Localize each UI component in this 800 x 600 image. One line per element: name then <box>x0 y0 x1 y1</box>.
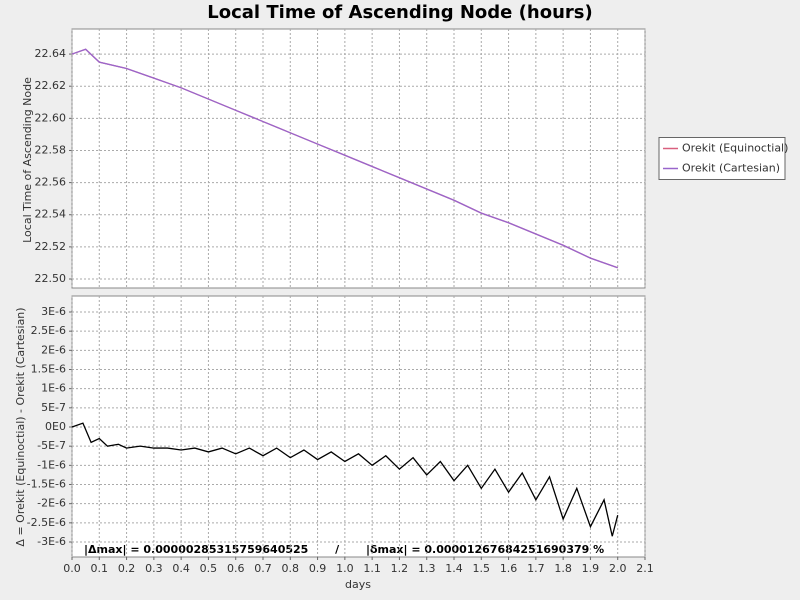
x-tick-label: 1.7 <box>527 562 545 575</box>
x-axis-label: days <box>345 578 371 591</box>
x-tick-label: 0.2 <box>118 562 136 575</box>
x-tick-label: 2.1 <box>636 562 654 575</box>
x-tick-label: 1.9 <box>582 562 600 575</box>
x-tick-label: 1.4 <box>445 562 463 575</box>
y-tick-label: 3E-6 <box>41 305 66 318</box>
x-tick-label: 0.3 <box>145 562 163 575</box>
y-tick-label: 2E-6 <box>41 343 66 356</box>
x-tick-label: 1.0 <box>336 562 354 575</box>
y-tick-label: 5E-7 <box>41 401 66 414</box>
x-tick-label: 1.6 <box>500 562 518 575</box>
legend-box <box>658 137 786 180</box>
y-tick-label: 22.64 <box>35 47 67 60</box>
x-tick-label: 0.0 <box>63 562 81 575</box>
y-tick-label: 22.60 <box>35 111 67 124</box>
x-tick-label: 1.3 <box>418 562 436 575</box>
y-tick-label: -5E-7 <box>37 439 66 452</box>
x-tick-label: 0.6 <box>227 562 245 575</box>
y-tick-label: 2.5E-6 <box>31 324 66 337</box>
y-tick-label: -3E-6 <box>37 535 66 548</box>
y-tick-label: 1E-6 <box>41 382 66 395</box>
y-tick-label: -1.5E-6 <box>27 478 66 491</box>
y-axis-label: Δ = Orekit (Equinoctial) - Orekit (Carte… <box>14 307 27 546</box>
x-tick-label: 0.4 <box>172 562 190 575</box>
y-tick-label: 22.50 <box>35 272 67 285</box>
y-tick-label: -2E-6 <box>37 497 66 510</box>
y-tick-label: 22.58 <box>35 143 67 156</box>
x-tick-label: 1.1 <box>363 562 381 575</box>
annotation: |Δmax| = 0.00000285315759640525 / |δmax|… <box>84 543 604 556</box>
y-tick-label: 22.56 <box>35 176 67 189</box>
y-tick-label: -2.5E-6 <box>27 516 66 529</box>
x-tick-label: 2.0 <box>609 562 627 575</box>
y-tick-label: 22.54 <box>35 208 67 221</box>
legend-label: Orekit (Cartesian) <box>682 162 780 175</box>
y-tick-label: 22.52 <box>35 240 67 253</box>
x-tick-label: 1.2 <box>391 562 409 575</box>
y-axis-label: Local Time of Ascending Node <box>21 77 34 243</box>
y-tick-label: 22.62 <box>35 79 67 92</box>
y-tick-label: -1E-6 <box>37 458 66 471</box>
legend-label: Orekit (Equinoctial) <box>682 142 788 155</box>
x-tick-label: 1.5 <box>473 562 491 575</box>
series-line <box>71 48 618 269</box>
top-plot-area <box>71 28 646 289</box>
x-tick-label: 0.9 <box>309 562 327 575</box>
x-tick-label: 0.5 <box>200 562 218 575</box>
y-tick-label: 0E0 <box>45 420 66 433</box>
x-tick-label: 0.8 <box>282 562 300 575</box>
x-tick-label: 1.8 <box>554 562 572 575</box>
x-tick-label: 0.7 <box>254 562 272 575</box>
series-line <box>71 422 619 537</box>
chart-title: Local Time of Ascending Node (hours) <box>207 2 592 23</box>
x-tick-label: 0.1 <box>91 562 109 575</box>
y-tick-label: 1.5E-6 <box>31 362 66 375</box>
